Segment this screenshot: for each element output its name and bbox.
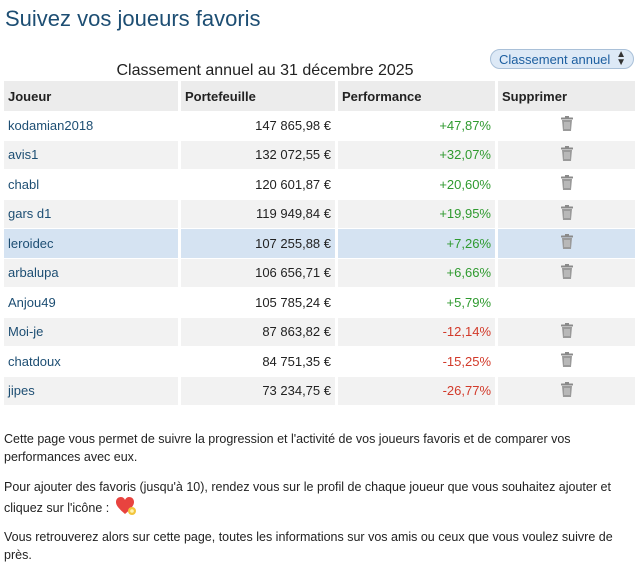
performance-value: +47,87% <box>338 111 498 141</box>
delete-cell <box>498 258 635 288</box>
performance-value: +6,66% <box>338 258 498 288</box>
performance-value: +20,60% <box>338 170 498 200</box>
trash-icon[interactable] <box>560 204 573 223</box>
player-link[interactable]: jipes <box>8 383 35 399</box>
info-paragraph-add: Pour ajouter des favoris (jusqu'à 10), r… <box>4 478 636 521</box>
table-row: leroidec 107 255,88 € +7,26% <box>4 229 635 259</box>
table-body: kodamian2018 147 865,98 € +47,87% avis1 132 … <box>4 111 635 406</box>
player-cell: kodamian2018 <box>4 111 181 141</box>
player-link[interactable]: chatdoux <box>8 353 61 369</box>
delete-cell <box>498 170 635 200</box>
portfolio-value: 120 601,87 € <box>181 170 338 200</box>
portfolio-value: 87 863,82 € <box>181 317 338 347</box>
delete-cell <box>498 376 635 406</box>
table-row: Moi-je 87 863,82 € -12,14% <box>4 317 635 347</box>
portfolio-value: 107 255,88 € <box>181 229 338 259</box>
info-add-text: Pour ajouter des favoris (jusqu'à 10), r… <box>4 480 611 515</box>
chevron-updown-icon: ▲ ▼ <box>616 49 626 68</box>
table-row: chatdoux 84 751,35 € -15,25% <box>4 347 635 377</box>
trash-icon[interactable] <box>560 116 573 134</box>
player-link[interactable]: leroidec <box>8 235 54 251</box>
player-link[interactable]: Moi-je <box>8 324 44 340</box>
ranking-type-select[interactable]: Classement annuel ▲ ▼ <box>490 49 634 69</box>
delete-cell <box>498 288 635 318</box>
trash-icon[interactable] <box>560 352 573 370</box>
portfolio-value: 119 949,84 € <box>181 199 338 229</box>
performance-value: +5,79% <box>338 288 498 318</box>
table-row: arbalupa 106 656,71 € +6,66% <box>4 258 635 288</box>
player-cell: chabl <box>4 170 181 200</box>
table-row: chabl 120 601,87 € +20,60% <box>4 170 635 200</box>
player-link[interactable]: gars d1 <box>8 206 52 222</box>
table-row: jipes 73 234,75 € -26,77% <box>4 376 635 406</box>
trash-icon[interactable] <box>560 381 573 400</box>
table-header-row: Joueur Portefeuille Performance Supprime… <box>4 81 635 111</box>
trash-icon[interactable] <box>560 322 573 341</box>
performance-value: +7,26% <box>338 229 498 259</box>
player-cell: jipes <box>4 376 181 406</box>
portfolio-value: 147 865,98 € <box>181 111 338 141</box>
performance-value: -15,25% <box>338 347 498 377</box>
delete-cell <box>498 229 635 259</box>
player-link[interactable]: Anjou49 <box>8 294 56 310</box>
player-link[interactable]: chabl <box>8 176 40 192</box>
player-link[interactable]: avis1 <box>8 147 39 163</box>
player-link[interactable]: kodamian2018 <box>8 117 94 133</box>
performance-value: -12,14% <box>338 317 498 347</box>
column-header-performance: Performance <box>338 81 498 111</box>
column-header-portfolio: Portefeuille <box>181 81 338 111</box>
favorites-table: Joueur Portefeuille Performance Supprime… <box>4 81 635 406</box>
portfolio-value: 106 656,71 € <box>181 258 338 288</box>
delete-cell <box>498 317 635 347</box>
trash-icon[interactable] <box>560 234 573 252</box>
player-cell: Anjou49 <box>4 288 181 318</box>
delete-cell <box>498 140 635 170</box>
info-paragraph-outro: Vous retrouverez alors sur cette page, t… <box>4 530 613 562</box>
player-cell: leroidec <box>4 229 181 259</box>
player-cell: Moi-je <box>4 317 181 347</box>
portfolio-value: 105 785,24 € <box>181 288 338 318</box>
performance-value: -26,77% <box>338 376 498 406</box>
trash-icon[interactable] <box>560 145 573 164</box>
table-title: Classement annuel au 31 décembre 2025 <box>116 62 414 79</box>
trash-icon[interactable] <box>560 175 573 193</box>
delete-cell <box>498 111 635 141</box>
heart-icon <box>115 496 137 521</box>
performance-value: +32,07% <box>338 140 498 170</box>
portfolio-value: 132 072,55 € <box>181 140 338 170</box>
info-paragraph-intro: Cette page vous permet de suivre la prog… <box>4 432 571 464</box>
ranking-type-selected: Classement annuel <box>499 52 611 67</box>
portfolio-value: 84 751,35 € <box>181 347 338 377</box>
trash-icon[interactable] <box>560 263 573 282</box>
delete-cell <box>498 347 635 377</box>
portfolio-value: 73 234,75 € <box>181 376 338 406</box>
table-row: avis1 132 072,55 € +32,07% <box>4 140 635 170</box>
table-row: Anjou49 105 785,24 € +5,79% <box>4 288 635 318</box>
table-row: gars d1 119 949,84 € +19,95% <box>4 199 635 229</box>
player-link[interactable]: arbalupa <box>8 265 59 281</box>
player-cell: gars d1 <box>4 199 181 229</box>
player-cell: chatdoux <box>4 347 181 377</box>
delete-cell <box>498 199 635 229</box>
player-cell: avis1 <box>4 140 181 170</box>
player-cell: arbalupa <box>4 258 181 288</box>
performance-value: +19,95% <box>338 199 498 229</box>
column-header-delete: Supprimer <box>498 81 635 111</box>
page-title: Suivez vos joueurs favoris <box>5 6 261 31</box>
column-header-player: Joueur <box>4 81 181 111</box>
table-row: kodamian2018 147 865,98 € +47,87% <box>4 111 635 141</box>
